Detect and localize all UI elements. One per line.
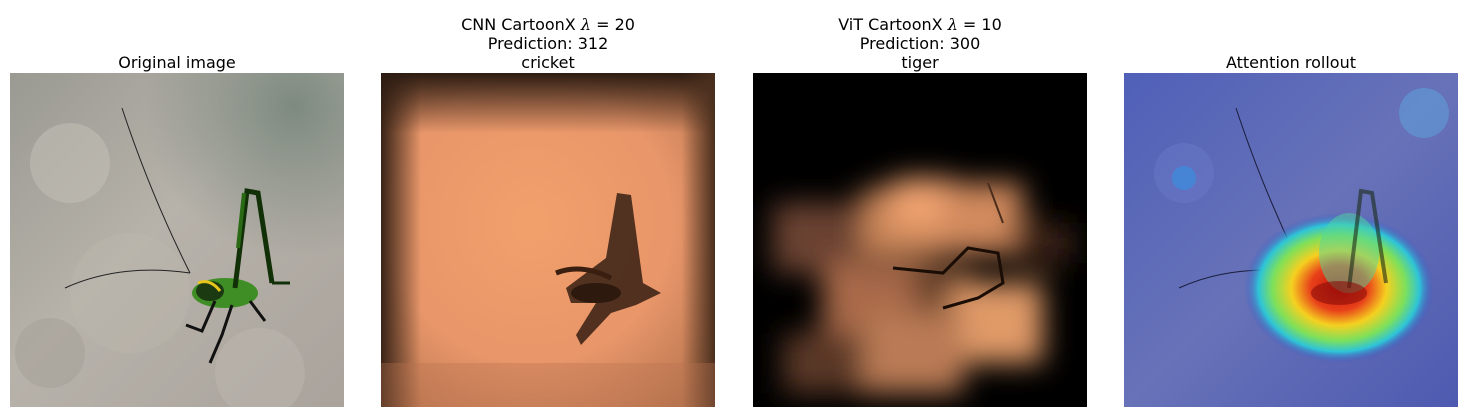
title-prefix: CNN CartoonX — [461, 15, 581, 34]
panel-title: Original image — [10, 53, 344, 72]
panel-cnn-cartoonx: CNN CartoonX λ = 20 Prediction: 312 cric… — [381, 0, 715, 417]
title-line: ViT CartoonX λ = 10 — [753, 15, 1087, 34]
panel-original-image: Original image — [10, 0, 344, 417]
panel-title: Attention rollout — [1124, 53, 1458, 72]
title-line: Original image — [118, 53, 236, 72]
vit-cartoonx-mask — [753, 73, 1087, 407]
cnn-cartoonx-mask — [381, 73, 715, 407]
panel-title: ViT CartoonX λ = 10 Prediction: 300 tige… — [753, 15, 1087, 72]
lambda-value: = 10 — [957, 15, 1002, 34]
panel-title: CNN CartoonX λ = 20 Prediction: 312 cric… — [381, 15, 715, 72]
lambda-symbol: λ — [580, 15, 591, 34]
title-line: Attention rollout — [1225, 53, 1357, 72]
attention-rollout-heatmap — [1124, 73, 1458, 407]
lambda-value: = 20 — [591, 15, 635, 34]
panel-vit-cartoonx: ViT CartoonX λ = 10 Prediction: 300 tige… — [753, 0, 1087, 417]
prediction-line: Prediction: 300 — [859, 34, 981, 53]
class-label: cricket — [521, 53, 575, 72]
title-prefix: ViT CartoonX — [838, 15, 948, 34]
prediction-line: Prediction: 312 — [487, 34, 609, 53]
lambda-symbol: λ — [947, 15, 958, 34]
class-label: tiger — [901, 53, 939, 72]
panel-attention-rollout: Attention rollout — [1124, 0, 1458, 417]
title-line: CNN CartoonX λ = 20 — [381, 15, 715, 34]
original-image — [10, 73, 344, 407]
